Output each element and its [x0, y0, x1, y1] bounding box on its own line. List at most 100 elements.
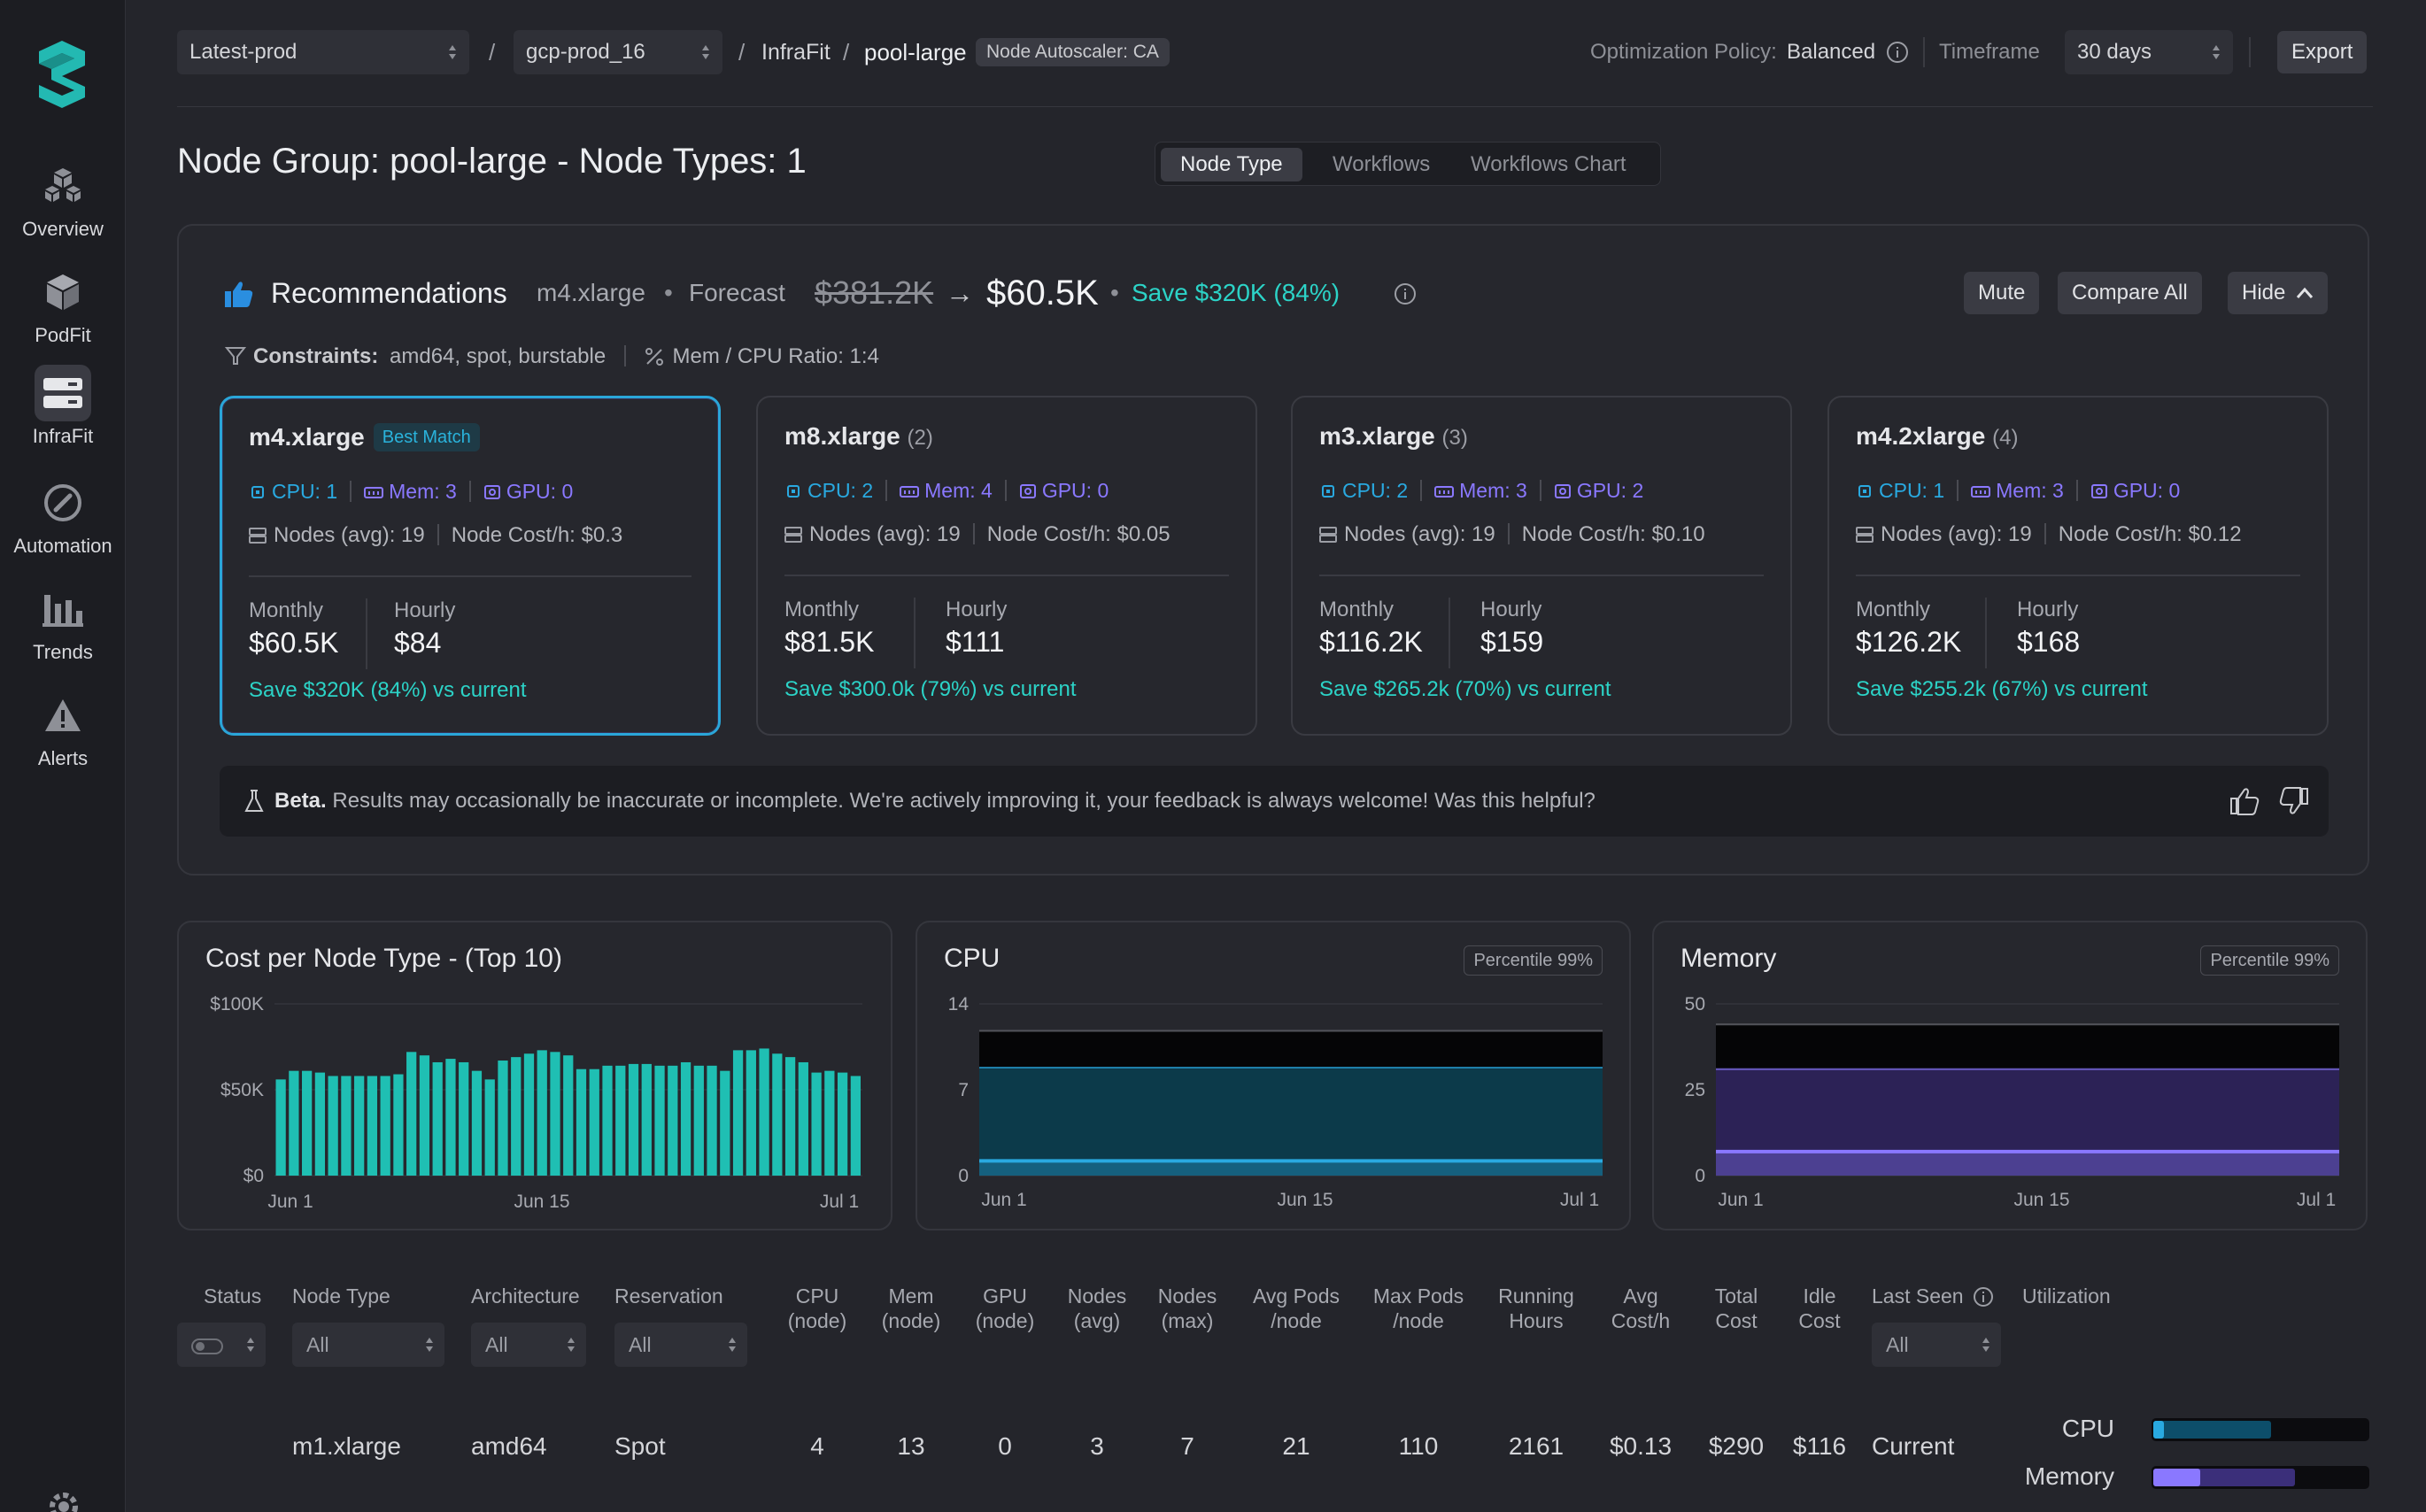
mute-button[interactable]: Mute — [1964, 272, 2040, 314]
cell-architecture: amd64 — [471, 1432, 547, 1460]
divider — [249, 575, 691, 577]
bar — [367, 1076, 378, 1176]
compare-all-button[interactable]: Compare All — [2058, 272, 2202, 314]
nav-overview[interactable]: Overview — [0, 152, 126, 250]
env-select-value: Latest-prod — [189, 40, 297, 64]
nav-infrafit[interactable]: InfraFit — [0, 359, 126, 457]
thumbs-up-icon[interactable] — [2229, 787, 2260, 815]
bar — [406, 1052, 417, 1176]
bullet: • — [664, 279, 673, 306]
info-icon[interactable] — [1886, 41, 1909, 64]
col-mem[interactable]: Mem (node) — [871, 1284, 951, 1333]
divider — [1449, 598, 1450, 668]
card-name: m4.xlarge — [249, 423, 365, 451]
recommendation-card[interactable]: m4.2xlarge (4) CPU: 1 Mem: 3 GPU: 0 Nodes … — [1827, 396, 2329, 736]
col-avg-pods[interactable]: Avg Pods/node — [1243, 1284, 1349, 1333]
bar — [550, 1052, 560, 1176]
nav-trends[interactable]: Trends — [0, 575, 126, 673]
beta-message: Results may occasionally be inaccurate o… — [332, 789, 1595, 813]
cpu-spec: CPU: 2 — [784, 479, 873, 502]
breadcrumb-infrafit[interactable]: InfraFit — [761, 40, 831, 65]
col-running-hours[interactable]: Running Hours — [1487, 1284, 1585, 1333]
timeframe-select[interactable]: 30 days — [2065, 30, 2233, 74]
gpu-value: GPU: 0 — [2113, 479, 2181, 502]
constraints-value: amd64, spot, burstable — [390, 344, 606, 368]
brand-logo[interactable] — [35, 39, 90, 108]
recommendation-card[interactable]: m4.xlarge Best Match CPU: 1 Mem: 3 GPU: 0 N… — [220, 396, 721, 736]
tab-workflows[interactable]: Workflows — [1333, 152, 1431, 176]
nodes-value: Nodes (avg): 19 — [1881, 522, 2032, 546]
col-nodes-max[interactable]: Nodes (max) — [1147, 1284, 1227, 1333]
col-running-hours-line1: Running — [1498, 1284, 1574, 1308]
nav-podfit[interactable]: PodFit — [0, 258, 126, 356]
divider — [1985, 598, 1987, 668]
memory-icon — [900, 486, 920, 498]
cluster-select[interactable]: gcp-prod_16 — [514, 30, 722, 74]
col-avg-cost-line2: Cost/h — [1611, 1309, 1671, 1332]
y-tick-label: $100K — [210, 994, 264, 1014]
chevron-up-icon — [2297, 287, 2314, 298]
recommendation-card[interactable]: m8.xlarge (2) CPU: 2 Mem: 4 GPU: 0 Nodes (… — [756, 396, 1257, 736]
select-caret-icon — [247, 1338, 254, 1352]
filter-value: All — [1886, 1333, 1909, 1356]
policy-value: Balanced — [1787, 40, 1876, 64]
server-icon — [1319, 527, 1337, 543]
architecture-filter[interactable]: All — [471, 1323, 586, 1367]
bar — [589, 1068, 599, 1176]
gpu-value: GPU: 0 — [1041, 479, 1109, 502]
divider — [972, 523, 975, 544]
bar — [615, 1065, 626, 1176]
gear-icon[interactable] — [46, 1489, 81, 1512]
nav-alerts[interactable]: Alerts — [0, 682, 126, 779]
cpu-value: CPU: 1 — [272, 480, 338, 503]
status-filter[interactable] — [177, 1323, 266, 1367]
nav-automation[interactable]: Automation — [0, 469, 126, 567]
col-avg-cost[interactable]: Avg Cost/h — [1592, 1284, 1689, 1333]
bar-chart-icon — [35, 581, 91, 637]
beta-feedback-bar: Beta. Results may occasionally be inaccu… — [220, 766, 2329, 837]
divider — [885, 480, 888, 501]
env-select[interactable]: Latest-prod — [177, 30, 469, 74]
recommendation-card[interactable]: m3.xlarge (3) CPU: 2 Mem: 3 GPU: 2 Nodes (… — [1291, 396, 1792, 736]
chip-icon — [1322, 485, 1334, 498]
warning-icon — [35, 687, 91, 744]
gpu-spec: GPU: 0 — [2090, 479, 2180, 502]
timeframe-select-value: 30 days — [2077, 40, 2152, 64]
col-max-pods-line1: Max Pods — [1372, 1284, 1464, 1308]
bar — [668, 1065, 678, 1176]
bar — [654, 1065, 665, 1176]
col-max-pods[interactable]: Max Pods/node — [1365, 1284, 1472, 1333]
card-specs: CPU: 1 Mem: 3 GPU: 0 — [1856, 475, 2180, 505]
table-row[interactable]: m1.xlarge amd64 Spot 4 13 0 3 7 21 110 2… — [177, 1415, 2369, 1493]
tab-workflows-chart[interactable]: Workflows Chart — [1471, 152, 1626, 176]
cell-avg-pods: 21 — [1282, 1432, 1310, 1460]
last-seen-filter[interactable]: All — [1872, 1323, 2001, 1367]
gpu-icon — [2090, 484, 2107, 498]
node-type-filter[interactable]: All — [292, 1323, 444, 1367]
node-cost-value: Node Cost/h: $0.3 — [451, 523, 623, 547]
col-total-cost[interactable]: Total Cost — [1688, 1284, 1785, 1333]
card-name: m8.xlarge — [784, 422, 900, 450]
col-nodes-avg-line2: (avg) — [1073, 1309, 1121, 1332]
col-cpu[interactable]: CPU (node) — [777, 1284, 857, 1333]
cell-cpu: 4 — [810, 1432, 824, 1460]
info-icon[interactable] — [1394, 282, 1417, 305]
monthly-label: Monthly — [249, 598, 324, 622]
mem-value: Mem: 3 — [389, 480, 457, 503]
percentile-tag[interactable]: Percentile 99% — [2200, 945, 2339, 976]
col-gpu[interactable]: GPU (node) — [965, 1284, 1045, 1333]
export-button[interactable]: Export — [2277, 31, 2368, 73]
col-idle-cost[interactable]: Idle Cost — [1771, 1284, 1868, 1333]
bar — [811, 1072, 822, 1176]
thumbs-down-icon[interactable] — [2279, 787, 2309, 815]
percentile-tag[interactable]: Percentile 99% — [1464, 945, 1603, 976]
info-icon[interactable] — [1973, 1286, 1994, 1308]
divider — [1923, 37, 1925, 67]
hide-button[interactable]: Hide — [2228, 272, 2329, 314]
col-nodes-avg[interactable]: Nodes (avg) — [1057, 1284, 1137, 1333]
tab-node-type[interactable]: Node Type — [1161, 148, 1302, 181]
card-specs: CPU: 2 Mem: 4 GPU: 0 — [784, 475, 1109, 505]
reservation-filter[interactable]: All — [614, 1323, 747, 1367]
gpu-icon — [1554, 484, 1571, 498]
